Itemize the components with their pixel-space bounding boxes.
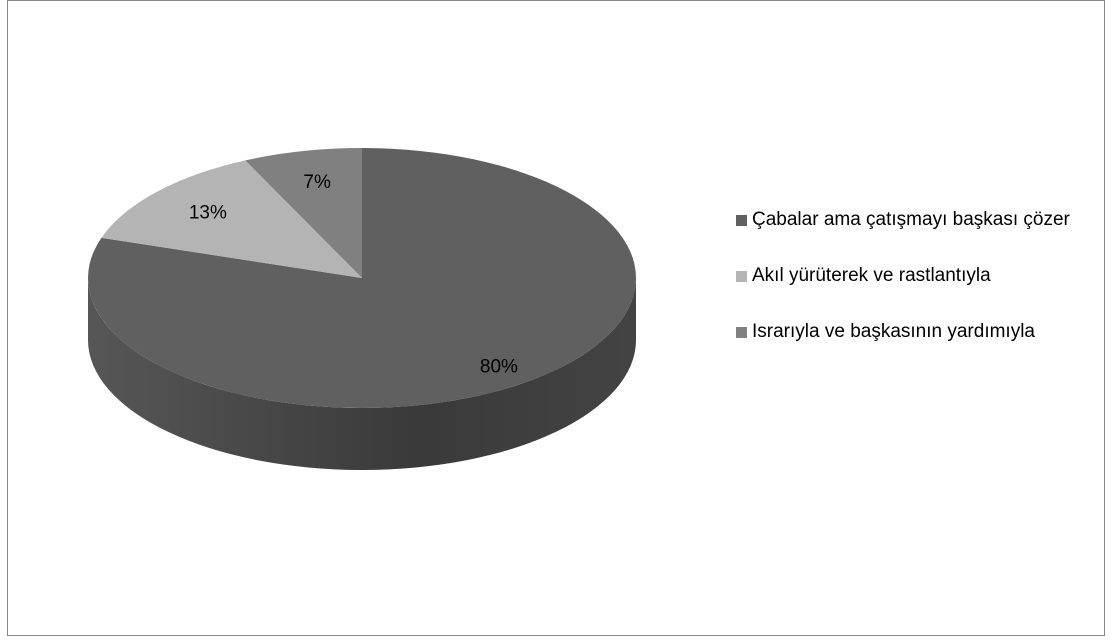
- pie-slice: [87, 148, 637, 408]
- legend: Çabalar ama çatışmayı başkası çözer Akıl …: [736, 208, 1086, 376]
- data-label: 13%: [189, 203, 227, 224]
- pie-slice: [245, 148, 362, 278]
- legend-item: Israrıyla ve başkasının yardımıyla: [736, 320, 1086, 344]
- data-label: 7%: [303, 172, 331, 193]
- legend-swatch: [736, 271, 747, 282]
- legend-label: Çabalar ama çatışmayı başkası çözer: [752, 209, 1070, 230]
- legend-item: Çabalar ama çatışmayı başkası çözer: [736, 208, 1086, 232]
- legend-swatch: [736, 327, 747, 338]
- data-label: 80%: [480, 356, 518, 377]
- legend-swatch: [736, 215, 747, 226]
- legend-item: Akıl yürüterek ve rastlantıyla: [736, 264, 1086, 288]
- legend-label: Israrıyla ve başkasının yardımıyla: [752, 321, 1035, 342]
- side-shade: [88, 278, 636, 470]
- pie-slice: [101, 160, 362, 278]
- legend-label: Akıl yürüterek ve rastlantıyla: [752, 265, 991, 286]
